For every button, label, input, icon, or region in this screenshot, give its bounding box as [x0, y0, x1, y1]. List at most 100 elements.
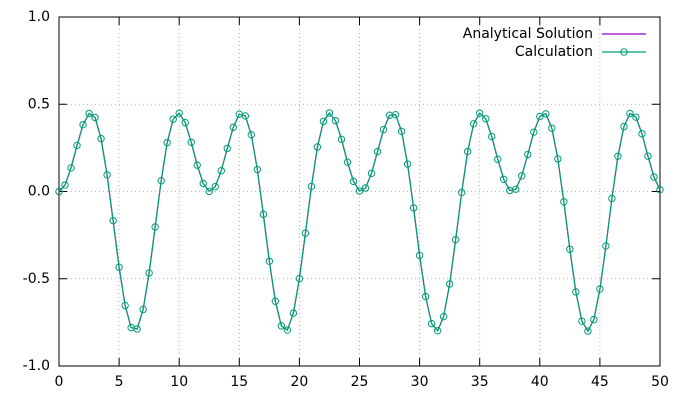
data-point	[518, 172, 526, 180]
data-point	[283, 326, 292, 334]
data-point	[427, 319, 436, 328]
data-point	[560, 198, 568, 206]
data-point	[253, 165, 262, 174]
data-point	[289, 309, 298, 317]
data-point	[367, 169, 376, 178]
data-point	[217, 167, 225, 175]
data-point	[211, 182, 219, 191]
data-point	[229, 123, 237, 131]
data-point	[223, 144, 231, 153]
data-point	[650, 173, 658, 181]
data-point	[247, 131, 256, 139]
data-point	[157, 176, 165, 185]
data-point	[457, 188, 466, 197]
data-point	[608, 194, 616, 203]
y-tick-label: -0.5	[23, 271, 50, 287]
data-point	[548, 124, 556, 132]
data-point	[463, 147, 472, 156]
data-point	[644, 152, 652, 160]
data-point	[331, 116, 340, 125]
data-point	[271, 297, 280, 305]
legend-label: Calculation	[515, 44, 593, 60]
data-point	[572, 288, 580, 296]
data-point	[97, 134, 105, 143]
data-point	[181, 118, 189, 127]
data-point	[103, 171, 111, 179]
data-point	[241, 112, 250, 120]
x-tick-label: 50	[651, 374, 669, 390]
legend-label: Analytical Solution	[463, 26, 593, 42]
data-point	[85, 109, 93, 118]
data-point	[626, 109, 634, 118]
data-point	[349, 177, 358, 186]
data-point	[632, 113, 640, 121]
data-point	[67, 164, 75, 172]
data-point	[313, 143, 322, 151]
x-tick-label: 40	[531, 374, 549, 390]
data-point	[55, 187, 63, 196]
data-point	[421, 292, 430, 301]
x-tick-label: 5	[115, 374, 124, 390]
data-point	[433, 327, 442, 335]
series-line	[58, 111, 661, 333]
x-tick-label: 35	[471, 374, 489, 390]
data-point	[638, 130, 646, 138]
data-point	[439, 312, 448, 321]
data-point	[61, 181, 69, 189]
data-point	[403, 160, 412, 168]
data-point	[301, 229, 310, 237]
data-point	[500, 175, 508, 183]
data-point	[524, 150, 532, 159]
data-point	[163, 138, 171, 147]
data-point	[175, 109, 183, 117]
legend-key-marker	[620, 48, 628, 56]
data-point	[536, 112, 544, 121]
data-point	[409, 204, 418, 212]
data-point	[295, 274, 304, 283]
data-point	[319, 117, 328, 126]
data-point	[590, 315, 598, 324]
data-point	[205, 187, 213, 196]
data-point	[277, 322, 286, 330]
x-tick-label: 45	[591, 374, 609, 390]
data-point	[79, 120, 87, 129]
data-point	[542, 110, 550, 118]
data-point	[145, 269, 153, 277]
data-point	[656, 186, 664, 194]
data-point	[566, 245, 574, 253]
data-point	[584, 327, 592, 335]
x-tick-label: 0	[55, 374, 64, 390]
data-point	[265, 257, 274, 265]
data-point	[361, 184, 370, 192]
data-point	[109, 216, 117, 225]
data-point	[602, 242, 610, 250]
data-point	[391, 111, 400, 119]
data-point	[614, 152, 622, 160]
data-point	[373, 147, 382, 156]
x-tick-label: 30	[411, 374, 429, 390]
x-tick-label: 20	[290, 374, 308, 390]
data-point	[337, 135, 346, 144]
data-point	[397, 127, 406, 135]
data-point	[578, 317, 586, 325]
data-point	[512, 185, 520, 193]
data-point	[169, 115, 177, 123]
data-point	[355, 187, 364, 195]
data-point	[469, 120, 478, 128]
x-tick-label: 15	[230, 374, 248, 390]
data-point	[133, 325, 141, 333]
data-point	[488, 132, 496, 141]
data-point	[554, 155, 562, 163]
data-point	[494, 155, 502, 163]
data-point	[445, 280, 454, 288]
data-point	[199, 179, 207, 188]
data-point	[596, 285, 604, 293]
y-tick-label: 0.0	[28, 184, 50, 200]
y-tick-label: -1.0	[23, 358, 50, 374]
data-point	[193, 161, 201, 169]
data-point	[620, 122, 628, 131]
data-point	[139, 305, 147, 314]
data-point	[307, 182, 316, 191]
data-point	[259, 210, 268, 219]
